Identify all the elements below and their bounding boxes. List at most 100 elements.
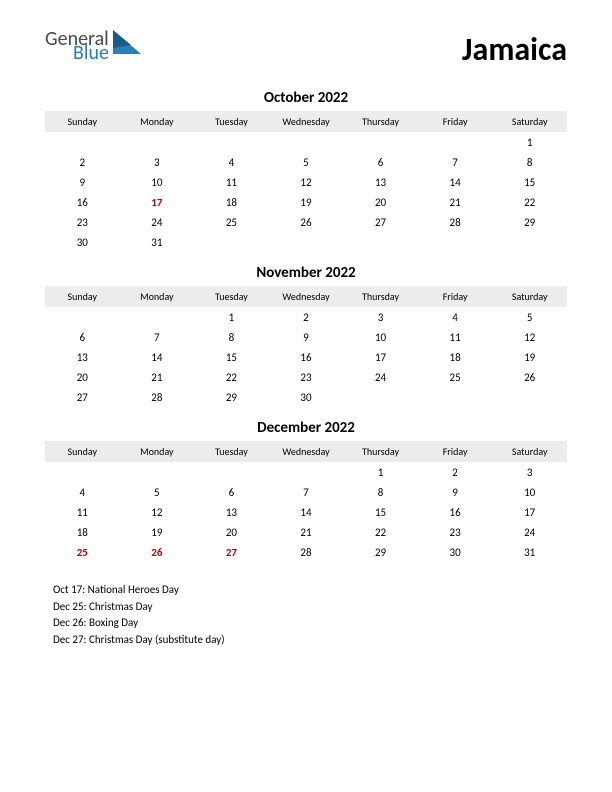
day-header: Thursday	[343, 286, 418, 307]
calendar-cell: 19	[269, 192, 344, 212]
day-header: Monday	[120, 286, 195, 307]
calendar-cell: 19	[492, 347, 567, 367]
calendar-cell: 11	[194, 172, 269, 192]
calendar-cell	[418, 132, 493, 152]
day-header: Tuesday	[194, 111, 269, 132]
calendar-cell: 21	[120, 367, 195, 387]
calendar-cell: 9	[418, 482, 493, 502]
calendar-cell: 4	[45, 482, 120, 502]
calendar-cell: 23	[45, 212, 120, 232]
calendar-row: 20212223242526	[45, 367, 567, 387]
day-header: Friday	[418, 441, 493, 462]
calendar-row: 123	[45, 462, 567, 482]
calendar-table: SundayMondayTuesdayWednesdayThursdayFrid…	[45, 441, 567, 562]
calendar-cell: 15	[492, 172, 567, 192]
calendar-cell: 28	[120, 387, 195, 407]
calendar-cell: 15	[194, 347, 269, 367]
calendar-cell: 7	[269, 482, 344, 502]
day-header: Monday	[120, 441, 195, 462]
calendar-cell: 6	[194, 482, 269, 502]
calendar-cell: 12	[492, 327, 567, 347]
calendar-cell: 23	[418, 522, 493, 542]
calendar-table: SundayMondayTuesdayWednesdayThursdayFrid…	[45, 111, 567, 252]
calendar-cell: 28	[418, 212, 493, 232]
month-block: December 2022 SundayMondayTuesdayWednesda…	[45, 419, 567, 562]
day-header: Sunday	[45, 286, 120, 307]
calendar-row: 16171819202122	[45, 192, 567, 212]
calendar-cell: 4	[194, 152, 269, 172]
calendar-cell: 26	[492, 367, 567, 387]
holiday-line: Dec 25: Christmas Day	[53, 599, 567, 616]
calendar-cell: 20	[343, 192, 418, 212]
calendar-cell	[343, 232, 418, 252]
calendar-cell: 19	[120, 522, 195, 542]
calendar-cell: 27	[194, 542, 269, 562]
calendar-cell: 9	[269, 327, 344, 347]
calendar-cell: 20	[194, 522, 269, 542]
calendar-cell: 14	[269, 502, 344, 522]
calendar-cell: 29	[492, 212, 567, 232]
calendar-cell: 1	[343, 462, 418, 482]
months-container: October 2022SundayMondayTuesdayWednesday…	[45, 89, 567, 562]
calendar-cell: 13	[343, 172, 418, 192]
calendar-cell: 8	[343, 482, 418, 502]
calendar-cell: 27	[343, 212, 418, 232]
day-header: Wednesday	[269, 111, 344, 132]
calendar-cell: 22	[194, 367, 269, 387]
calendar-cell: 12	[269, 172, 344, 192]
holiday-line: Dec 26: Boxing Day	[53, 615, 567, 632]
calendar-cell	[418, 232, 493, 252]
day-header: Friday	[418, 286, 493, 307]
day-header: Thursday	[343, 111, 418, 132]
calendar-cell: 31	[120, 232, 195, 252]
calendar-cell	[269, 132, 344, 152]
calendar-row: 25262728293031	[45, 542, 567, 562]
calendar-cell: 21	[269, 522, 344, 542]
calendar-cell: 14	[120, 347, 195, 367]
calendar-cell	[343, 387, 418, 407]
calendar-cell: 21	[418, 192, 493, 212]
calendar-cell: 22	[343, 522, 418, 542]
calendar-cell: 2	[418, 462, 493, 482]
calendar-cell: 15	[343, 502, 418, 522]
calendar-cell: 13	[45, 347, 120, 367]
calendar-cell	[194, 232, 269, 252]
calendar-row: 18192021222324	[45, 522, 567, 542]
calendar-cell: 2	[45, 152, 120, 172]
calendar-row: 11121314151617	[45, 502, 567, 522]
day-header: Wednesday	[269, 286, 344, 307]
calendar-cell: 29	[343, 542, 418, 562]
calendar-row: 13141516171819	[45, 347, 567, 367]
calendar-cell: 25	[418, 367, 493, 387]
logo-text: General Blue	[45, 30, 109, 62]
calendar-cell: 11	[45, 502, 120, 522]
day-header: Tuesday	[194, 286, 269, 307]
holidays-list: Oct 17: National Heroes DayDec 25: Chris…	[45, 582, 567, 648]
calendar-cell	[269, 462, 344, 482]
month-title: December 2022	[45, 419, 567, 437]
calendar-cell: 18	[45, 522, 120, 542]
calendar-row: 12345	[45, 307, 567, 327]
calendar-cell: 26	[120, 542, 195, 562]
calendar-cell: 3	[343, 307, 418, 327]
calendar-cell	[120, 462, 195, 482]
calendar-cell	[120, 307, 195, 327]
calendar-cell: 14	[418, 172, 493, 192]
day-header: Sunday	[45, 111, 120, 132]
calendar-cell	[45, 132, 120, 152]
calendar-row: 23242526272829	[45, 212, 567, 232]
calendar-cell: 30	[418, 542, 493, 562]
calendar-cell: 10	[120, 172, 195, 192]
calendar-cell: 5	[492, 307, 567, 327]
month-title: October 2022	[45, 89, 567, 107]
calendar-row: 45678910	[45, 482, 567, 502]
calendar-cell: 12	[120, 502, 195, 522]
calendar-cell: 30	[269, 387, 344, 407]
calendar-cell: 31	[492, 542, 567, 562]
calendar-cell: 23	[269, 367, 344, 387]
calendar-cell	[194, 132, 269, 152]
calendar-cell: 25	[194, 212, 269, 232]
calendar-cell: 18	[418, 347, 493, 367]
calendar-cell: 24	[120, 212, 195, 232]
calendar-cell: 26	[269, 212, 344, 232]
